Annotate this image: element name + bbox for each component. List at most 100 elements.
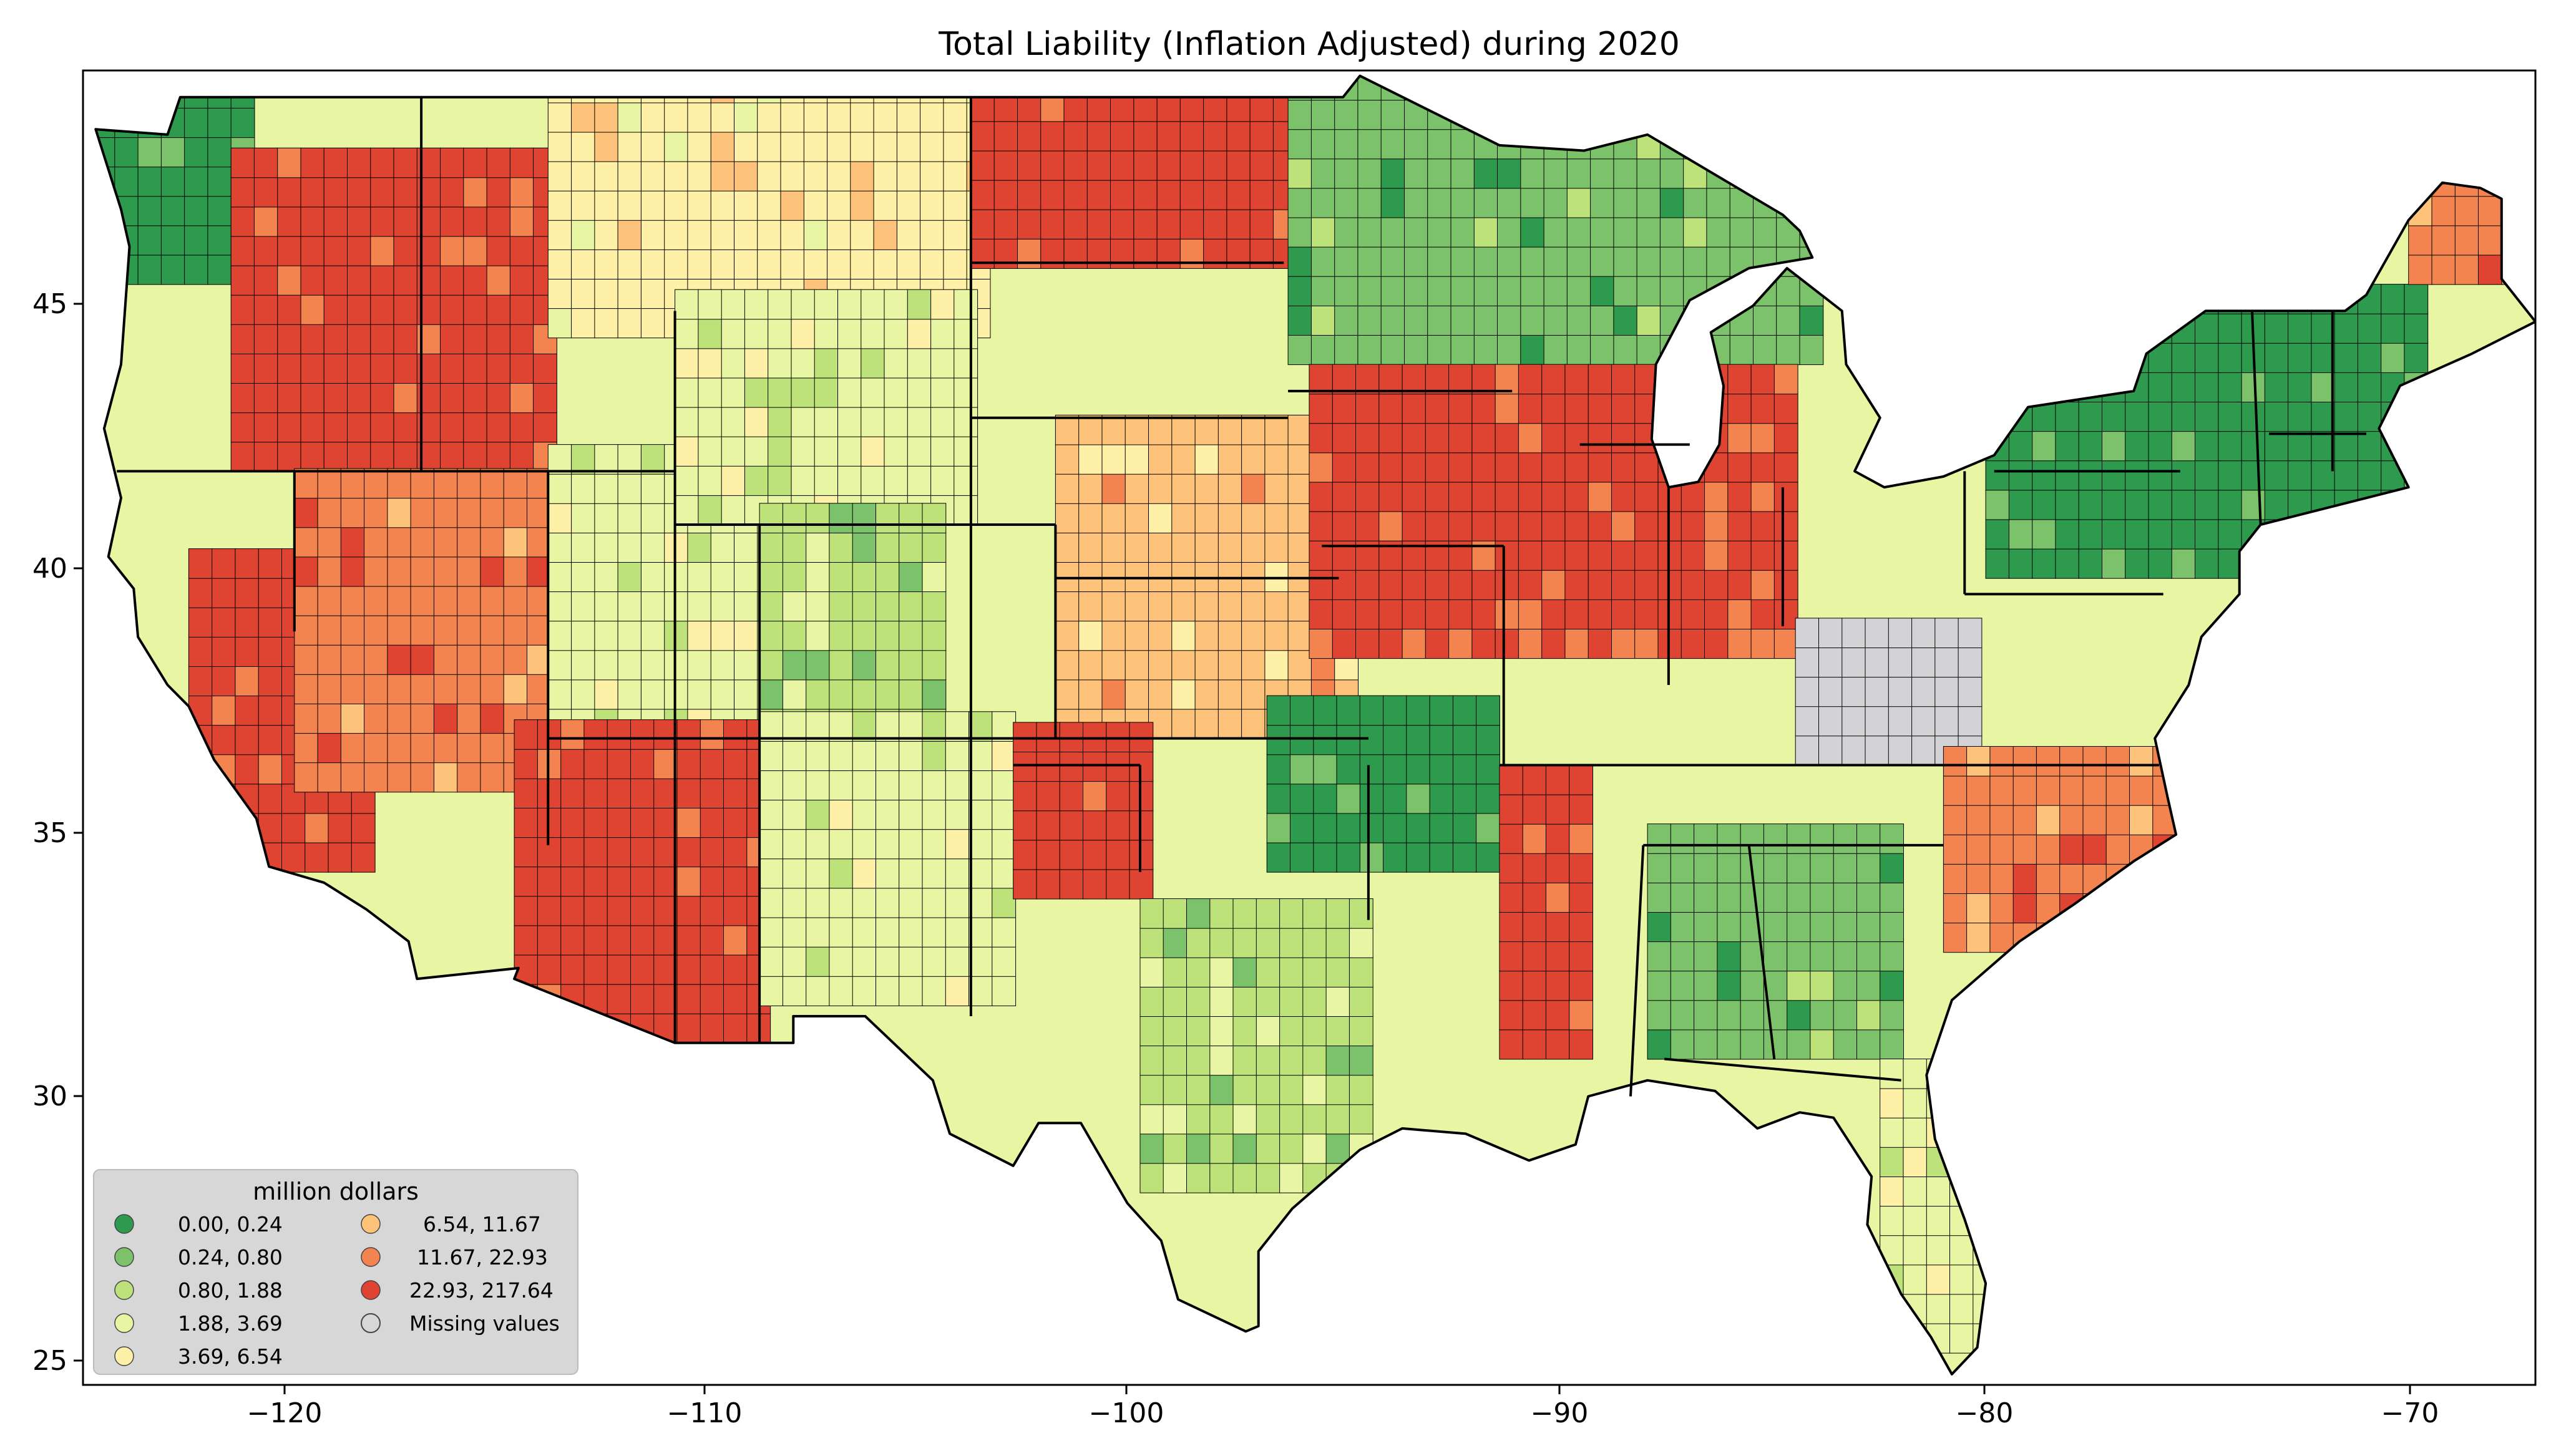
county-cell [1241,444,1266,475]
county-cell [803,132,828,162]
county-cell [1017,209,1041,240]
county-cell [1634,511,1659,541]
county-cell [1880,911,1904,943]
county-cell [1110,120,1134,152]
county-cell [607,866,632,897]
county-cell [744,465,769,496]
county-cell [1541,628,1566,659]
county-cell [1380,158,1405,189]
county-cell [1636,246,1661,277]
county-cell [852,976,877,1006]
county-cell [791,347,816,379]
county-cell [1194,591,1219,622]
county-cell [806,858,830,889]
county-cell [617,132,642,162]
county-cell [433,468,458,499]
county-cell [1787,853,1811,883]
county-cell [876,711,900,742]
county-cell [594,591,619,622]
y-tick: 35 [32,817,83,849]
county-cell [387,468,412,499]
county-cell [594,278,619,309]
county-cell [1865,735,1890,766]
county-cell [1569,1029,1593,1060]
county-cell [1404,276,1428,306]
county-cell [547,278,572,309]
county-cell [1209,1163,1234,1193]
county-cell [1810,911,1835,943]
county-cell [1659,217,1684,248]
county-cell [2125,460,2149,491]
county-cell [1425,482,1450,512]
county-cell [1833,999,1858,1031]
county-cell [1694,823,1718,854]
county-cell [1541,511,1566,541]
county-cell [188,636,213,667]
county-cell [744,377,769,408]
county-cell [1704,599,1729,630]
county-cell [1903,1147,1928,1178]
county-cell [700,954,724,985]
county-cell [317,586,342,616]
county-cell [1209,986,1234,1017]
county-cell [945,799,970,830]
county-cell [1966,893,1991,924]
county-cell [1476,842,1500,873]
county-cell [1404,334,1428,366]
county-cell [876,532,900,563]
county-cell [1404,187,1428,218]
county-cell [1163,1016,1188,1047]
county-cell [1564,452,1589,483]
county-cell [1017,120,1041,152]
county-cell [780,132,805,162]
county-cell [1680,628,1705,659]
county-cell [1473,158,1498,189]
county-cell [1750,599,1775,630]
county-cell [1264,503,1289,533]
county-cell [992,858,1017,889]
county-cell [514,749,539,779]
county-cell [1888,735,1913,766]
county-cell [509,265,534,296]
county-cell [463,206,488,237]
county-cell [1588,393,1612,424]
county-cell [630,749,655,779]
county-cell [2032,548,2056,579]
county-cell [1880,1205,1904,1236]
county-cell [230,382,255,414]
county-cell [1171,709,1196,739]
county-cell [1473,276,1498,306]
county-cell [1647,941,1672,972]
county-cell [2171,372,2196,403]
county-cell [340,556,365,587]
county-cell [1334,158,1358,189]
county-cell [617,620,642,651]
county-cell [1949,1235,1974,1266]
county-cell [1856,882,1881,913]
x-tick: −80 [1956,1385,2013,1429]
county-cell [1171,620,1196,651]
county-cell [782,740,807,772]
county-cell [1740,999,1765,1031]
county-cell [2125,401,2149,432]
county-cell [1256,898,1280,929]
county-cell [852,679,877,710]
county-cell [876,679,900,710]
county-cell [514,866,539,897]
county-cell [347,441,371,472]
county-cell [687,679,712,710]
county-cell [640,591,665,622]
county-cell [2478,255,2502,285]
county-cell [1013,780,1037,812]
county-cell [945,828,970,860]
county-cell [1670,823,1695,854]
county-cell [1380,246,1405,277]
county-cell [1078,679,1103,710]
county-cell [873,102,898,133]
county-cell [212,724,237,755]
county-cell [410,468,435,499]
county-cell [1232,957,1257,988]
county-cell [1290,754,1314,785]
county-cell [207,137,232,168]
